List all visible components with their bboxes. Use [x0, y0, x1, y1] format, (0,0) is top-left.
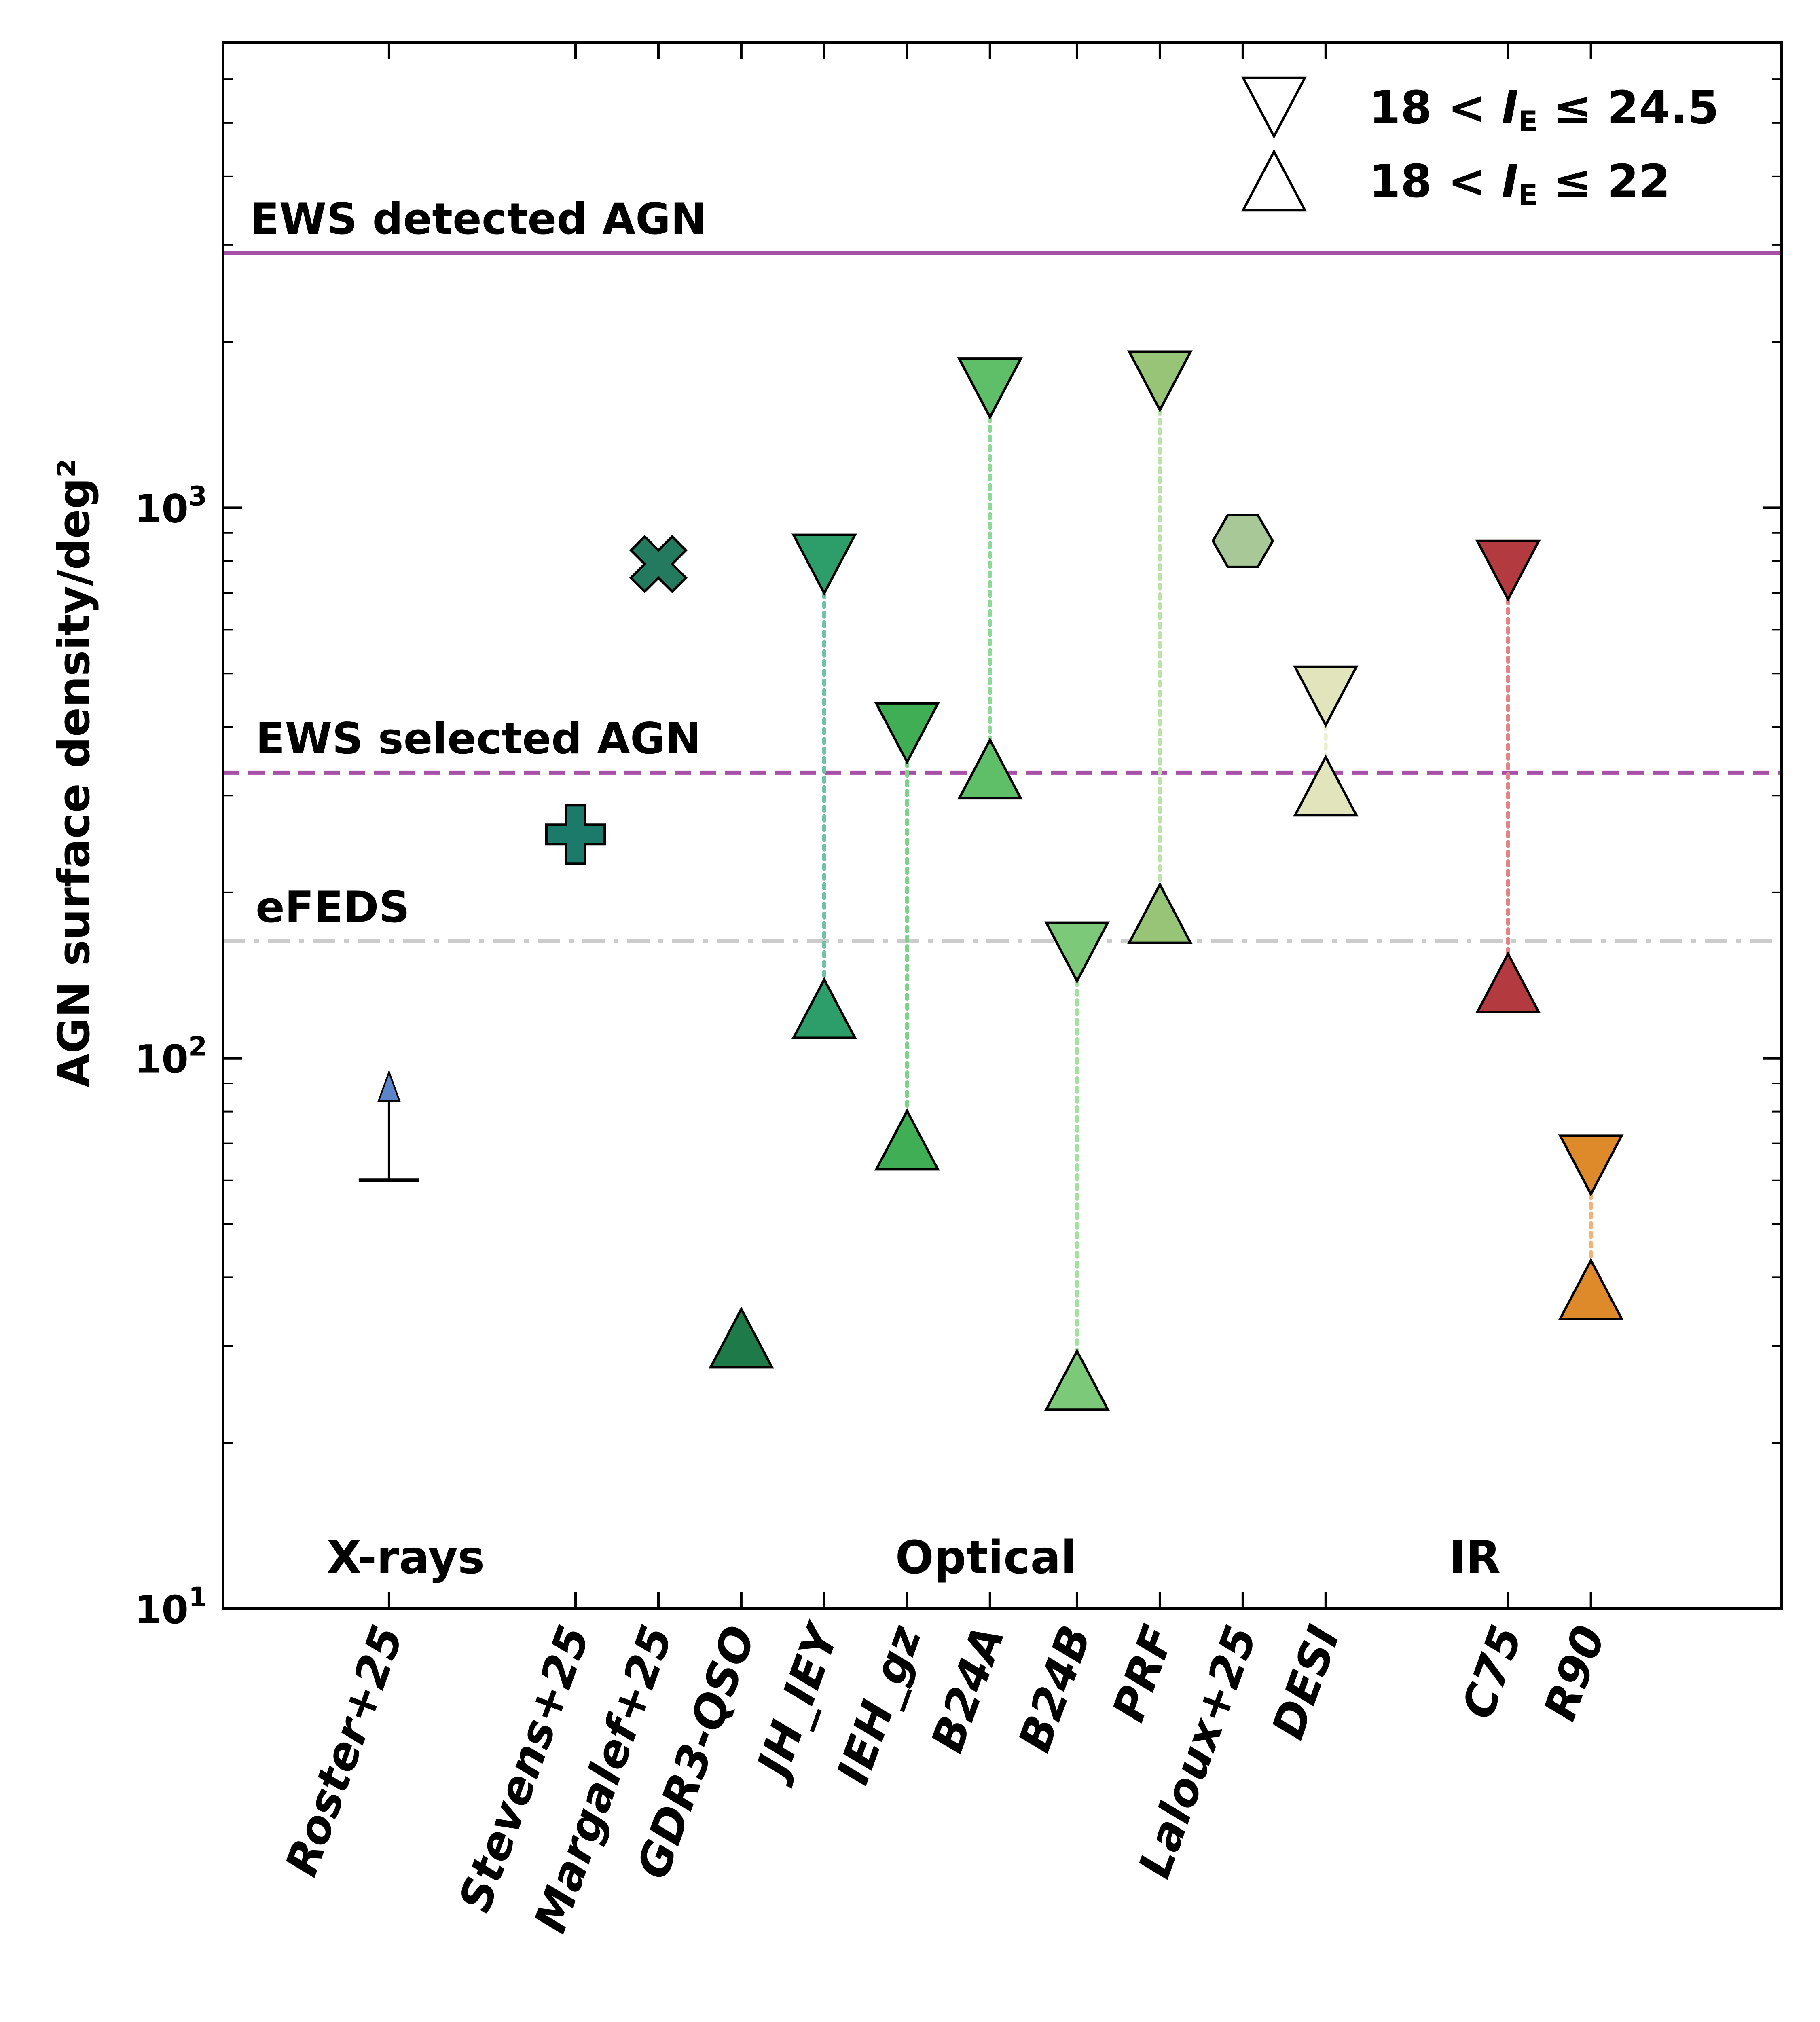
labels: EWS detected AGN EWS selected AGN eFEDS 101…: [49, 194, 1615, 1939]
legend-marker: [1241, 149, 1307, 212]
point-triangle-down: [874, 702, 940, 765]
lower-limit-arrow: [377, 1069, 401, 1102]
connectors: [822, 379, 1593, 1383]
point-triangle-up: [1127, 882, 1193, 944]
y-tick-label: 102: [134, 1031, 207, 1082]
legend-label: 18 < IE ≤ 24.5: [1369, 82, 1719, 138]
x-category-label: PRF: [1103, 1619, 1185, 1728]
point-plus: [545, 804, 606, 865]
point-triangle-down: [791, 533, 857, 596]
legend-label: 18 < IE ≤ 22: [1369, 155, 1670, 212]
point-triangle-up: [791, 977, 857, 1039]
x-category-label: R90: [1534, 1619, 1615, 1727]
point-x: [629, 535, 688, 593]
reference-line-label: EWS detected AGN: [250, 194, 707, 244]
y-tick-label: 101: [134, 1582, 207, 1633]
region-label: IR: [1449, 1531, 1501, 1584]
point-triangle-down: [957, 357, 1023, 420]
reference-lines: [223, 251, 1782, 943]
point-triangle-down: [1044, 921, 1110, 984]
region-label: Optical: [895, 1531, 1077, 1584]
region-label: X-rays: [327, 1531, 485, 1584]
point-triangle-up: [1558, 1258, 1624, 1320]
point-triangle-up: [1293, 754, 1359, 817]
reference-line-label: EWS selected AGN: [256, 714, 701, 764]
point-triangle-down: [1475, 539, 1541, 602]
x-category-label: B24A: [921, 1619, 1014, 1759]
x-category-label: C75: [1452, 1619, 1532, 1725]
y-tick-label: 103: [134, 480, 207, 531]
x-category-label: B24B: [1008, 1619, 1101, 1758]
point-triangle-down: [1558, 1134, 1624, 1197]
point-triangle-up: [708, 1306, 774, 1369]
point-triangle-up: [874, 1108, 940, 1171]
y-axis-label: AGN surface density/deg²: [49, 459, 99, 1087]
point-triangle-down: [1293, 665, 1359, 728]
markers: [358, 350, 1624, 1411]
point-triangle-up: [1475, 951, 1541, 1013]
point-triangle-up: [957, 737, 1023, 800]
point-triangle-up: [1044, 1348, 1110, 1411]
reference-line-label: eFEDS: [256, 882, 410, 932]
x-category-label: DESI: [1262, 1619, 1350, 1745]
point-hexagon: [1211, 514, 1274, 568]
point-triangle-down: [1127, 350, 1193, 413]
axes: [222, 41, 1783, 1610]
plot-frame: [222, 41, 1783, 1610]
legend: 18 < IE ≤ 24.5 18 < IE ≤ 22: [1241, 76, 1719, 212]
x-category-label: Roster+25: [275, 1619, 414, 1882]
legend-marker: [1241, 76, 1307, 139]
